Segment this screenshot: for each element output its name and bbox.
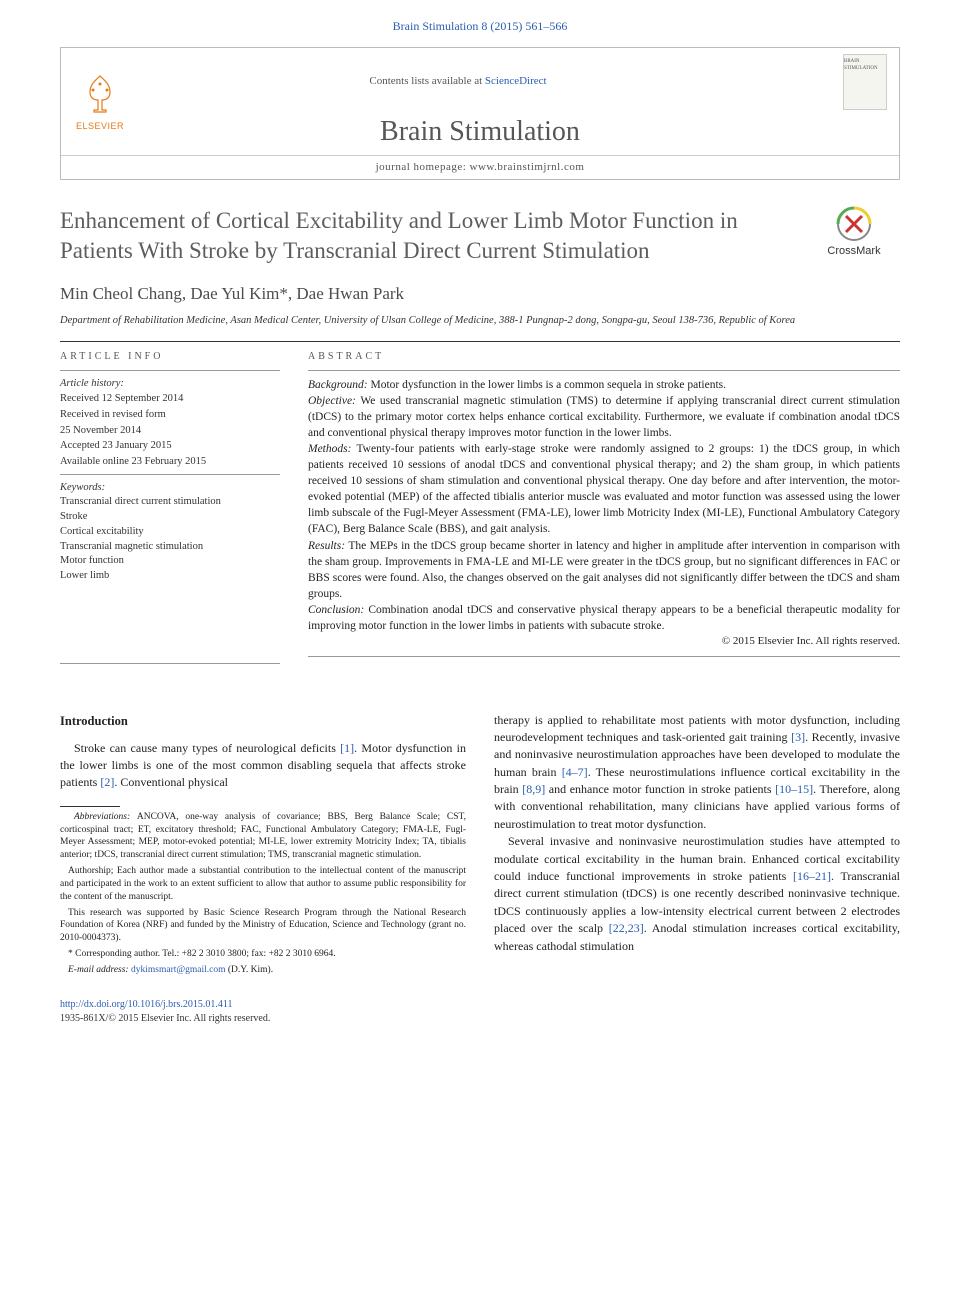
- homepage-label: journal homepage:: [376, 161, 470, 173]
- keyword: Transcranial magnetic stimulation: [60, 540, 280, 555]
- authorship-note: Authorship; Each author made a substanti…: [60, 865, 466, 903]
- text: and enhance motor function in stroke pat…: [545, 782, 775, 796]
- intro-heading: Introduction: [60, 712, 466, 730]
- article-info-head: ARTICLE INFO: [60, 350, 280, 364]
- keyword: Cortical excitability: [60, 525, 280, 540]
- journal-cover-thumb: BRAIN STIMULATION: [843, 54, 887, 110]
- ref-link[interactable]: [4–7]: [562, 765, 588, 779]
- email-label: E-mail address:: [68, 965, 131, 975]
- abs-con: Combination anodal tDCS and conservative…: [308, 604, 900, 632]
- contents-available: Contents lists available at ScienceDirec…: [369, 74, 546, 89]
- article-title: Enhancement of Cortical Excitability and…: [60, 206, 808, 266]
- journal-header: ELSEVIER Contents lists available at Sci…: [60, 47, 900, 181]
- revised-date: 25 November 2014: [60, 424, 280, 439]
- ref-link[interactable]: [1]: [340, 741, 354, 755]
- abs-obj: We used transcranial magnetic stimulatio…: [308, 395, 900, 439]
- ref-link[interactable]: [3]: [791, 730, 805, 744]
- footnote-separator: [60, 806, 120, 807]
- abs-obj-label: Objective:: [308, 395, 360, 407]
- elsevier-logo: ELSEVIER: [73, 70, 127, 133]
- affiliation: Department of Rehabilitation Medicine, A…: [60, 314, 900, 329]
- email-who: (D.Y. Kim).: [225, 965, 273, 975]
- keyword: Motor function: [60, 554, 280, 569]
- abstract-column: ABSTRACT Background: Motor dysfunction i…: [308, 350, 900, 657]
- body-paragraph: Several invasive and noninvasive neurost…: [494, 833, 900, 955]
- keywords-block: Keywords: Transcranial direct current st…: [60, 481, 280, 584]
- article-info-column: ARTICLE INFO Article history: Received 1…: [60, 350, 280, 657]
- received-date: Received 12 September 2014: [60, 392, 280, 407]
- citation-journal-link[interactable]: Brain Stimulation: [393, 19, 479, 33]
- crossmark-badge[interactable]: CrossMark: [808, 206, 900, 259]
- elsevier-text: ELSEVIER: [73, 120, 127, 133]
- footnotes: Abbreviations: ANCOVA, one-way analysis …: [60, 811, 466, 977]
- keyword: Transcranial direct current stimulation: [60, 495, 280, 510]
- issn-copyright: 1935-861X/© 2015 Elsevier Inc. All right…: [60, 1013, 270, 1024]
- divider: [60, 663, 280, 664]
- text: . Conventional physical: [114, 775, 228, 789]
- email-link[interactable]: dykimsmart@gmail.com: [131, 965, 226, 975]
- ref-link[interactable]: [16–21]: [793, 869, 831, 883]
- authors: Min Cheol Chang, Dae Yul Kim*, Dae Hwan …: [60, 282, 900, 306]
- cover-title: BRAIN STIMULATION: [844, 58, 886, 72]
- divider: [60, 341, 900, 342]
- abs-copyright: © 2015 Elsevier Inc. All rights reserved…: [308, 634, 900, 649]
- body-columns: Introduction Stroke can cause many types…: [60, 712, 900, 980]
- abs-bg: Motor dysfunction in the lower limbs is …: [371, 379, 726, 391]
- abstract-head: ABSTRACT: [308, 350, 900, 364]
- journal-homepage-bar: journal homepage: www.brainstimjrnl.com: [61, 155, 899, 179]
- ref-link[interactable]: [2]: [100, 775, 114, 789]
- page-footer: http://dx.doi.org/10.1016/j.brs.2015.01.…: [60, 998, 900, 1026]
- abs-con-label: Conclusion:: [308, 604, 368, 616]
- divider: [60, 370, 280, 371]
- keyword: Lower limb: [60, 569, 280, 584]
- abs-res: The MEPs in the tDCS group became shorte…: [308, 540, 900, 600]
- ref-link[interactable]: [22,23]: [609, 921, 644, 935]
- ref-link[interactable]: [10–15]: [775, 782, 813, 796]
- abs-bg-label: Background:: [308, 379, 371, 391]
- journal-name: Brain Stimulation: [61, 112, 899, 151]
- corresponding-note: * Corresponding author. Tel.: +82 2 3010…: [60, 948, 466, 961]
- accepted-date: Accepted 23 January 2015: [60, 439, 280, 454]
- body-paragraph: Stroke can cause many types of neurologi…: [60, 740, 466, 792]
- contents-prefix: Contents lists available at: [369, 75, 484, 87]
- left-column: Introduction Stroke can cause many types…: [60, 712, 466, 980]
- homepage-url[interactable]: www.brainstimjrnl.com: [470, 161, 585, 173]
- abs-met-label: Methods:: [308, 443, 356, 455]
- history-head: Article history:: [60, 377, 280, 392]
- text: Stroke can cause many types of neurologi…: [74, 741, 340, 755]
- divider: [308, 370, 900, 371]
- elsevier-tree-icon: [76, 70, 124, 118]
- abbr-label: Abbreviations:: [74, 812, 137, 822]
- keyword: Stroke: [60, 510, 280, 525]
- doi-link[interactable]: http://dx.doi.org/10.1016/j.brs.2015.01.…: [60, 999, 233, 1010]
- divider: [308, 656, 900, 657]
- body-paragraph: therapy is applied to rehabilitate most …: [494, 712, 900, 834]
- citation-bar: Brain Stimulation 8 (2015) 561–566: [0, 0, 960, 43]
- citation-vol-pages: 8 (2015) 561–566: [478, 19, 567, 33]
- abs-met: Twenty-four patients with early-stage st…: [308, 443, 900, 535]
- sciencedirect-link[interactable]: ScienceDirect: [485, 75, 547, 87]
- right-column: therapy is applied to rehabilitate most …: [494, 712, 900, 980]
- crossmark-icon: [836, 206, 872, 242]
- abs-res-label: Results:: [308, 540, 348, 552]
- keywords-head: Keywords:: [60, 481, 280, 496]
- divider: [60, 474, 280, 475]
- revised-label: Received in revised form: [60, 408, 280, 423]
- online-date: Available online 23 February 2015: [60, 455, 280, 470]
- crossmark-label: CrossMark: [827, 245, 880, 257]
- funding-note: This research was supported by Basic Sci…: [60, 907, 466, 945]
- ref-link[interactable]: [8,9]: [522, 782, 545, 796]
